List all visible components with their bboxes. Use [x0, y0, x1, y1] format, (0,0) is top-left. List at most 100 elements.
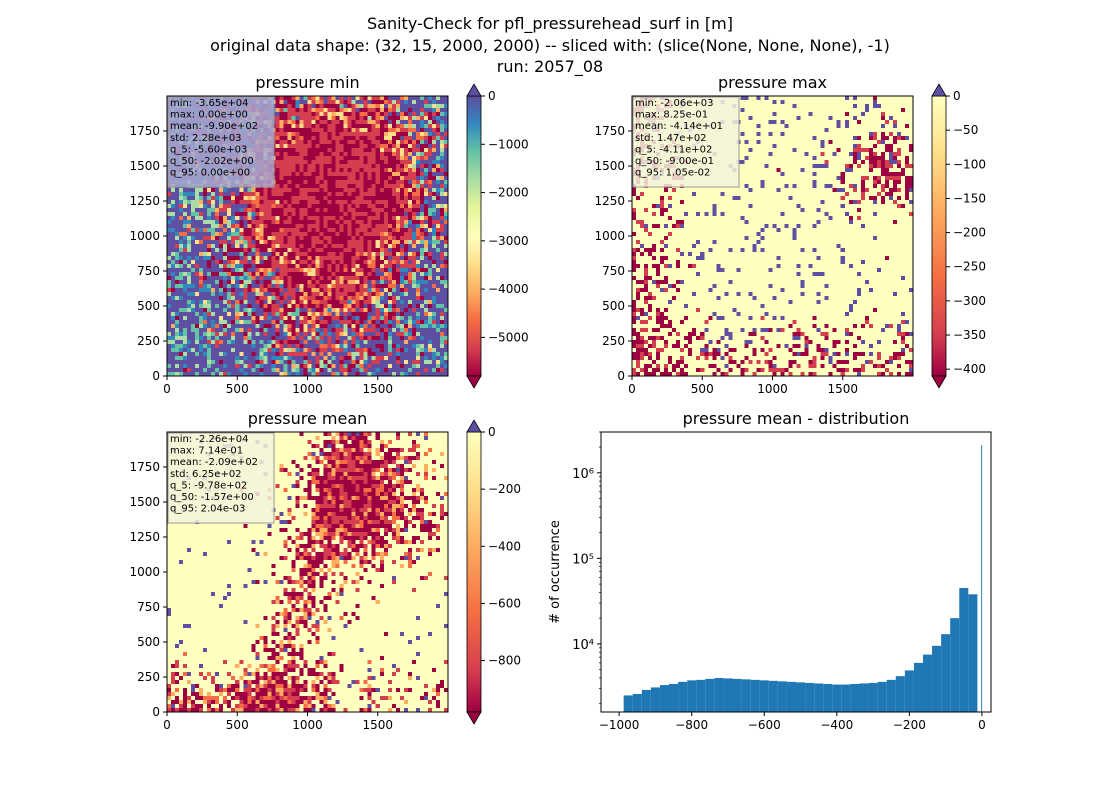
colorbar-gradient — [466, 95, 482, 377]
colorbar-tick-label: −5000 — [488, 330, 529, 344]
y-tick-label: 750 — [137, 600, 160, 614]
histogram-bar — [814, 683, 824, 712]
y-tick-label: 250 — [137, 670, 160, 684]
y-tick-label: 1750 — [129, 460, 160, 474]
stats-line: std: 1.47e+02 — [635, 133, 707, 144]
figure-title: Sanity-Check for pfl_pressurehead_surf i… — [210, 14, 890, 77]
stats-line: q_95: 0.00e+00 — [170, 168, 250, 179]
y-tick-label: 10⁴ — [572, 638, 594, 653]
panel-title: pressure max — [718, 73, 827, 92]
stats-line: mean: -2.09e+02 — [170, 457, 258, 468]
stats-line: q_50: -2.02e+00 — [170, 156, 254, 167]
colorbar-tick-label: −4000 — [488, 282, 529, 296]
stats-line: std: 6.25e+02 — [170, 469, 242, 480]
stats-box-background — [167, 96, 275, 188]
y-tick-label: 250 — [137, 334, 160, 348]
colorbar-tick-label: −3000 — [488, 234, 529, 248]
y-axis-label: # of occurrence — [548, 520, 563, 624]
stats-line: q_5: -4.11e+02 — [635, 144, 712, 155]
histogram-bar — [696, 679, 706, 712]
histogram-bar — [805, 682, 815, 712]
figure-title-line-3: run: 2057_08 — [497, 57, 603, 77]
histogram-bar — [786, 681, 796, 712]
x-tick-label: 1000 — [292, 718, 323, 732]
y-tick-label: 1250 — [129, 194, 160, 208]
histogram-bar — [859, 683, 869, 712]
y-tick-label: 0 — [152, 369, 160, 383]
histogram-bar — [968, 594, 978, 712]
y-tick-label: 10⁵ — [572, 552, 594, 567]
histogram-bar — [659, 685, 670, 712]
x-tick-label: 500 — [691, 382, 714, 396]
histogram-bar — [959, 588, 969, 712]
histogram-bar — [768, 680, 778, 712]
histogram-bar — [895, 676, 905, 712]
x-tick-label: 500 — [226, 382, 249, 396]
histogram-bar — [886, 679, 896, 712]
heatmap-raster — [167, 96, 449, 377]
colorbar-tick-label: −1000 — [488, 137, 529, 151]
stats-line: q_50: -1.57e+00 — [170, 492, 254, 503]
y-tick-label: 500 — [137, 635, 160, 649]
y-tick-label: 500 — [602, 299, 625, 313]
histogram-bar — [981, 445, 983, 712]
histogram-bar — [669, 683, 679, 712]
histogram-bar — [705, 678, 715, 712]
histogram-bar — [922, 654, 933, 712]
colorbar-extend-top — [466, 83, 482, 97]
y-tick-label: 1750 — [129, 124, 160, 138]
stats-line: q_95: 1.05e-02 — [635, 168, 710, 179]
colorbar-tick-label: −400 — [488, 539, 521, 553]
x-tick-label: −800 — [675, 718, 708, 732]
colorbar-tick-label: 0 — [488, 425, 496, 439]
colorbar-extend-bottom — [931, 375, 947, 389]
histogram-bar — [723, 678, 733, 712]
colorbar-tick-label: −200 — [953, 226, 986, 240]
colorbar-tick-label: −100 — [953, 157, 986, 171]
panel-title: pressure min — [255, 73, 359, 92]
colorbar-tick-label: −800 — [488, 654, 521, 668]
colorbar-tick-label: −350 — [953, 328, 986, 342]
stats-line: q_5: -5.60e+03 — [170, 144, 247, 155]
colorbar-tick-label: −600 — [488, 596, 521, 610]
histogram-bar — [650, 687, 660, 712]
histogram-bar — [832, 684, 842, 712]
histogram-bar — [632, 693, 642, 712]
y-tick-label: 250 — [602, 334, 625, 348]
y-tick-label: 750 — [602, 264, 625, 278]
colorbar-tick-label: −250 — [953, 260, 986, 274]
histogram-bar — [941, 634, 951, 712]
histogram-bar — [841, 684, 851, 712]
x-tick-label: 500 — [226, 718, 249, 732]
figure-title-line-2: original data shape: (32, 15, 2000, 2000… — [210, 36, 890, 55]
panel-title: pressure mean — [248, 409, 368, 428]
histogram-bar — [759, 680, 769, 712]
colorbar-tick-label: −150 — [953, 191, 986, 205]
histogram-bar — [714, 677, 724, 712]
stats-line: min: -2.26e+04 — [170, 434, 249, 445]
stats-line: max: 7.14e-01 — [170, 446, 243, 457]
x-tick-label: 0 — [163, 718, 171, 732]
x-tick-label: −1000 — [599, 718, 640, 732]
y-tick-label: 750 — [137, 264, 160, 278]
y-tick-label: 500 — [137, 299, 160, 313]
y-tick-label: 1250 — [594, 194, 625, 208]
colorbar: 0 −50 −100 −150 −200 −250 −300 −350 −400 — [931, 83, 986, 389]
stats-line: q_50: -9.00e-01 — [635, 156, 714, 167]
x-tick-label: −200 — [893, 718, 926, 732]
stats-line: q_5: -9.78e+02 — [170, 480, 247, 491]
histogram-bar — [687, 680, 697, 712]
histogram-bar — [932, 645, 942, 712]
histogram-bar — [913, 662, 923, 712]
axes-frame — [600, 431, 992, 713]
colorbar-tick-label: −2000 — [488, 186, 529, 200]
y-tick-label: 1000 — [129, 565, 160, 579]
histogram-bar — [741, 679, 751, 712]
panel-title: pressure mean - distribution — [683, 409, 910, 428]
y-tick-label: 1000 — [129, 229, 160, 243]
histogram-bar — [641, 689, 651, 712]
colorbar-tick-label: 0 — [953, 89, 961, 103]
